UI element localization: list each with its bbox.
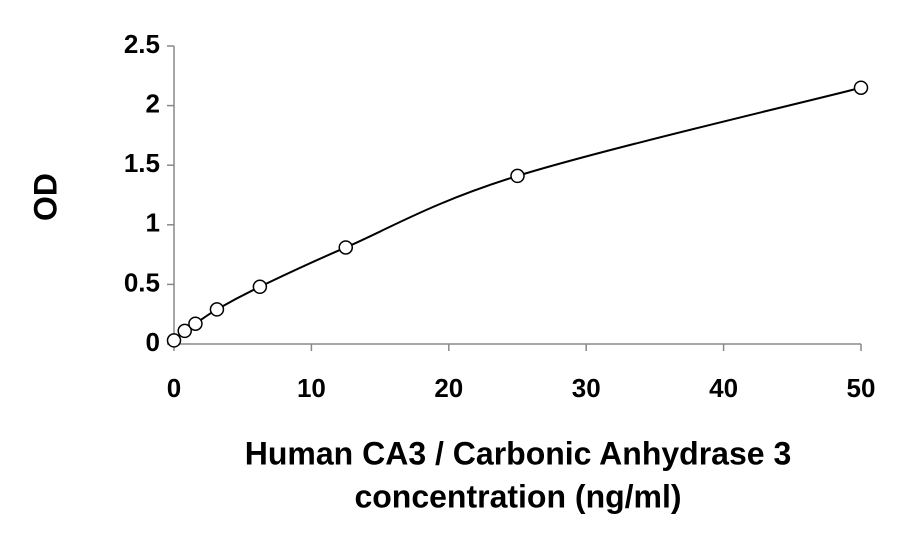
y-tick-label: 0.5 [124, 267, 160, 297]
x-tick-label: 20 [434, 373, 463, 403]
x-tick-label: 40 [709, 373, 738, 403]
data-point [188, 316, 203, 331]
data-point [338, 240, 353, 255]
data-point [853, 80, 869, 95]
data-point [209, 302, 225, 317]
y-tick-label: 2 [146, 88, 160, 118]
x-tick-label: 50 [847, 373, 876, 403]
y-tick-label: 2.5 [124, 29, 160, 59]
x-tick-label: 30 [572, 373, 601, 403]
x-axis-label: concentration (ng/ml) [354, 478, 681, 514]
data-point [510, 168, 525, 184]
x-tick-label: 0 [167, 373, 181, 403]
data-point [252, 279, 268, 295]
data-point [177, 323, 192, 339]
y-axis-label: OD [27, 173, 63, 221]
y-tick-label: 1 [146, 208, 160, 238]
y-tick-label: 1.5 [124, 148, 160, 178]
x-axis-label: Human CA3 / Carbonic Anhydrase 3 [245, 435, 792, 471]
y-tick-label: 0 [146, 327, 160, 357]
x-tick-label: 10 [297, 373, 326, 403]
data-point [166, 333, 182, 348]
fit-curve [173, 86, 862, 342]
